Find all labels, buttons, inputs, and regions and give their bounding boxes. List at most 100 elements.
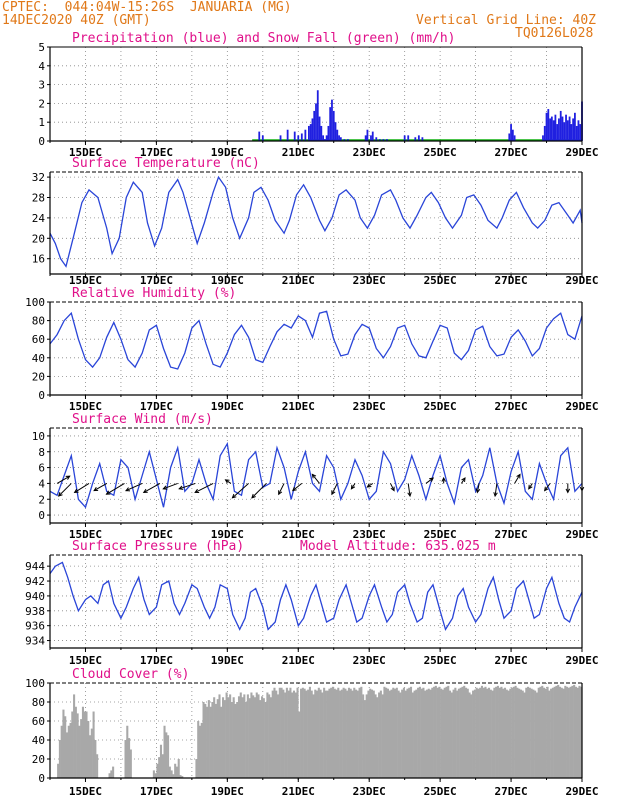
precip-bar [407,135,410,141]
precip-bar [313,110,316,141]
precip-bar [386,139,388,141]
cloud-bar [512,686,515,778]
cloud-bar [544,688,547,778]
cloud-bar [447,685,450,778]
wind-arrow [194,482,214,493]
wind-arrow [93,482,107,492]
wind-arrow [106,482,125,495]
precip-bar [577,120,580,141]
wind-arrow [251,483,267,499]
cloud-bar [560,687,563,778]
x-tick-label: 21DEC [282,146,315,159]
y-tick-label: 0 [38,509,45,522]
cloud-bar [409,686,413,778]
cloud-bar [550,688,553,778]
cloud-bar [385,687,388,778]
precip-bar [309,124,312,141]
wind-arrow [390,483,395,491]
x-tick-label: 23DEC [353,400,386,413]
cloud-bar [477,688,480,778]
y-tick-label: 80 [32,315,45,328]
y-tick-label: 10 [32,430,45,443]
cloud-bar [62,709,65,778]
y-tick-label: 936 [25,620,45,633]
precip-bar [563,122,566,141]
cloud-bar [374,694,377,778]
cloud-bar [161,754,164,778]
cloud-bar [463,685,466,778]
cloud-bar [443,687,446,778]
wind-arrow [163,482,178,490]
cloud-bar [67,725,70,778]
precip-bar [366,129,369,141]
wind-arrow-head [105,490,111,495]
cloud-bar [571,685,574,778]
cloud-bar [83,711,86,778]
cloud-bar [401,689,404,778]
precip-bar [347,139,349,141]
x-tick-label: 15DEC [69,528,102,541]
x-tick-label: 29DEC [565,400,598,413]
y-tick-label: 4 [38,477,45,490]
wind-arrow [407,483,411,497]
x-tick-label: 25DEC [424,274,457,287]
x-tick-label: 23DEC [353,785,386,798]
precip-bar [510,124,512,141]
y-tick-label: 100 [25,677,45,690]
cloud-bar [433,686,436,778]
x-tick-label: 25DEC [424,654,457,667]
cloud-bar [287,690,290,778]
cloud-bar [370,689,374,778]
cloud-bar [230,702,233,778]
cloud-bar [459,687,462,778]
cloud-bar [457,688,460,778]
cloud-bar [489,689,492,778]
precip-bar [311,118,314,141]
cloud-bar [424,690,427,778]
cloud-bar [475,687,478,778]
cloud-bar [128,738,131,778]
y-tick-label: 20 [32,232,45,245]
cloud-bar [528,687,531,778]
cloud-bar [379,690,382,778]
cloud-bar [537,687,540,778]
cloud-bar [347,687,350,778]
cloud-bar [284,692,287,778]
cloud-bar [573,684,576,778]
cloud-bar [250,692,253,778]
wind-arrow [125,482,143,492]
cloud-bar [525,687,528,778]
cloud-bar [566,686,569,778]
cloud-bar [567,687,570,778]
cloud-bar [404,690,407,778]
cloud-bar [333,688,336,778]
cloud-bar [58,740,61,778]
cloud-bar [496,685,499,778]
cloud-bar [488,687,491,778]
cloud-bar [291,692,294,778]
cloud-bar [310,690,313,778]
cloud-bar [388,690,391,778]
wind-arrow-head [461,477,466,483]
cloud-bar [456,690,459,778]
cloud-bar [64,716,67,778]
wind-arrow [331,483,338,495]
x-tick-label: 21DEC [282,528,315,541]
y-tick-label: 40 [32,352,45,365]
cloud-bar [87,721,90,778]
y-tick-label: 934 [25,635,45,648]
panel-6 [47,682,583,782]
precip-bar [421,137,424,141]
wind-arrow-head [231,493,237,499]
cloud-bar [539,686,542,778]
cloud-bar [243,694,246,778]
wind-arrow-head [178,485,184,490]
cloud-bar [96,754,99,778]
header-grid-note: Vertical Grid Line: 40Z [416,13,597,28]
cloud-bar [158,757,161,778]
x-tick-label: 21DEC [282,274,315,287]
precip-bar [565,114,567,141]
cloud-bar [317,687,320,778]
wind-arrow [278,483,285,495]
